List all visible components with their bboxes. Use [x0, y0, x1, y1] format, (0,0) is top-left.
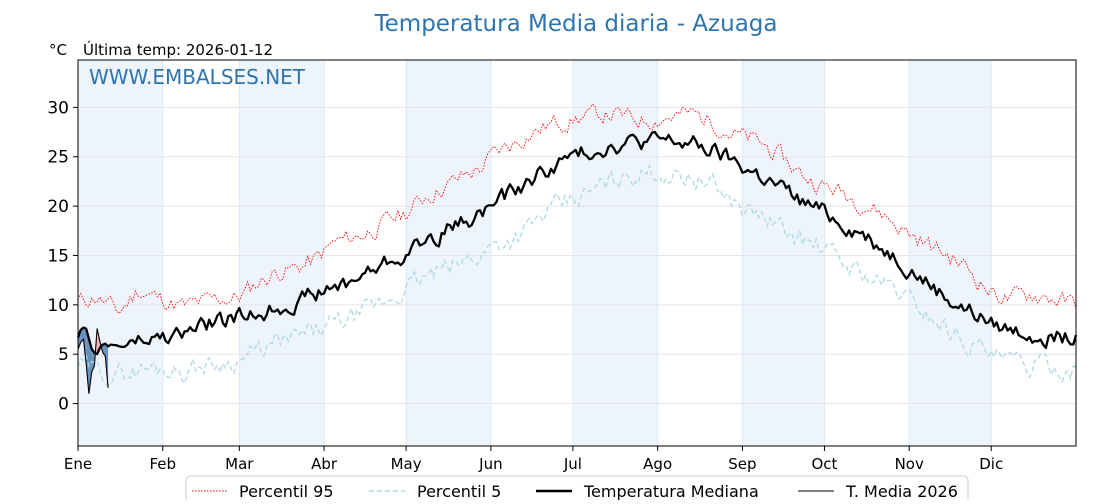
plot-frame [77, 59, 1077, 447]
legend-box [185, 475, 969, 504]
deviation-area [88, 338, 92, 394]
series-t-media-2026 [77, 328, 109, 394]
x-tick-label: Sep [728, 455, 756, 473]
unit-label: °C [49, 41, 67, 59]
legend-label-current: T. Media 2026 [845, 482, 958, 500]
x-tick-label: Feb [149, 455, 176, 473]
month-band [239, 60, 325, 446]
x-tick-label: Jul [563, 455, 582, 473]
series-temperatura-mediana [76, 130, 1078, 356]
legend-label-p95: Percentil 95 [239, 482, 334, 500]
y-tick-label: 20 [47, 197, 69, 217]
y-tick-label: 25 [47, 148, 69, 168]
last-temp-label: Última temp: 2026-01-12 [83, 40, 273, 59]
chart-title: Temperatura Media diaria - Azuaga [374, 11, 778, 37]
x-tick-label: Nov [895, 455, 924, 473]
month-band [406, 60, 491, 446]
month-band [909, 60, 992, 446]
y-tick-label: 30 [47, 98, 69, 118]
legend-label-median: Temperatura Mediana [583, 482, 759, 500]
watermark: WWW.EMBALSES.NET [89, 65, 306, 89]
x-tick-label: May [391, 455, 422, 473]
y-tick-label: 0 [58, 395, 69, 415]
month-band [742, 60, 825, 446]
month-band [78, 60, 163, 446]
deviation-area [86, 328, 89, 394]
plot-background [78, 60, 1076, 446]
y-tick-label: 10 [47, 296, 69, 316]
series-layer [76, 103, 1078, 394]
y-tick-label: 5 [58, 345, 69, 365]
x-tick-label: Oct [811, 455, 837, 473]
x-tick-label: Jun [478, 455, 502, 473]
x-axis: Ene Feb Mar Abr May Jun Jul Ago Sep Oct Nov Dic [64, 446, 1003, 473]
month-band [572, 60, 658, 446]
x-tick-label: Ago [643, 455, 672, 473]
x-tick-label: Mar [225, 455, 254, 473]
x-tick-label: Dic [979, 455, 1003, 473]
x-tick-label: Abr [311, 455, 338, 473]
y-tick-label: 15 [47, 246, 69, 266]
series-percentil-5 [77, 163, 1077, 387]
legend-label-p5: Percentil 5 [417, 482, 501, 500]
x-tick-label: Ene [64, 455, 92, 473]
series-percentil-95 [77, 103, 1077, 315]
grid-lines [77, 60, 1076, 446]
y-axis: 0 5 10 15 20 25 30 [47, 98, 78, 415]
legend: Percentil 95 Percentil 5 Temperatura Med… [185, 475, 969, 504]
